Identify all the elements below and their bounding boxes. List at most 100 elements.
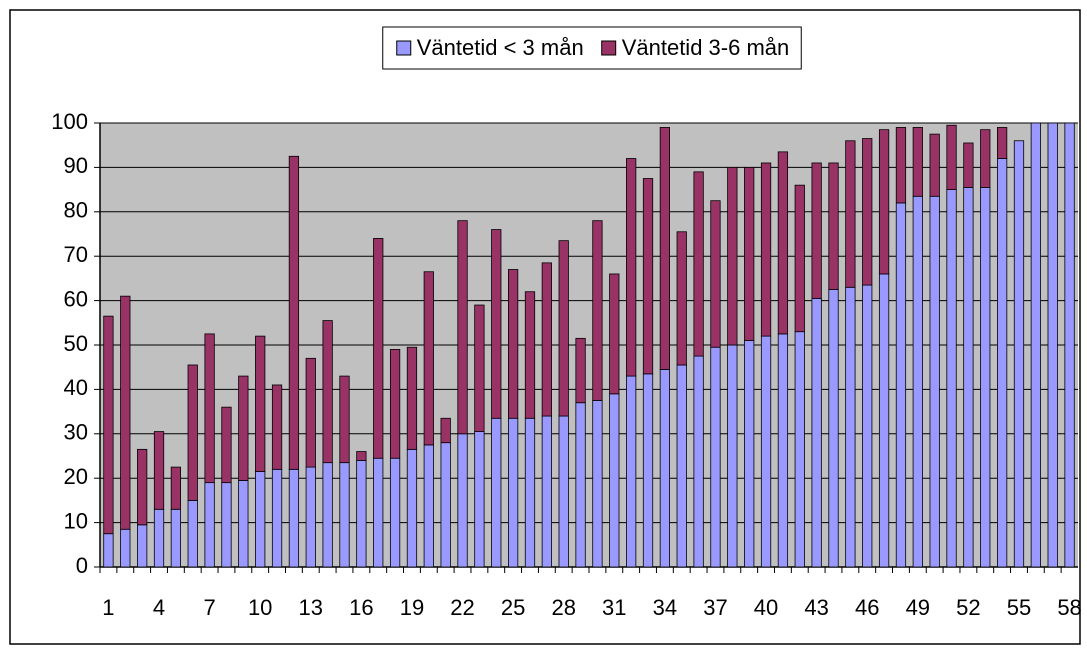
y-tick-label: 60 bbox=[64, 286, 88, 311]
x-tick-label: 49 bbox=[906, 595, 930, 620]
bar-segment bbox=[1064, 122, 1075, 568]
y-tick-label: 30 bbox=[64, 420, 88, 445]
x-tick-label: 40 bbox=[754, 595, 778, 620]
y-tick-label: 0 bbox=[76, 553, 88, 578]
bar-segment bbox=[524, 417, 536, 568]
bar-segment bbox=[255, 335, 266, 472]
bar-segment bbox=[777, 333, 789, 568]
bar-segment bbox=[912, 127, 923, 197]
x-tick-label: 10 bbox=[248, 595, 272, 620]
bar-segment bbox=[339, 462, 350, 568]
bar-segment bbox=[474, 304, 485, 432]
bar-segment bbox=[423, 444, 434, 568]
bar-segment bbox=[575, 402, 586, 568]
bar-segment bbox=[137, 448, 148, 526]
y-tick-label: 20 bbox=[64, 464, 88, 489]
bar-segment bbox=[895, 202, 907, 568]
bar-segment bbox=[710, 200, 721, 348]
bar-segment bbox=[693, 355, 704, 568]
x-tick-label: 37 bbox=[703, 595, 727, 620]
bar-segment bbox=[255, 471, 266, 568]
bar-segment bbox=[642, 178, 654, 375]
bar-segment bbox=[558, 240, 569, 417]
x-tick-label: 31 bbox=[602, 595, 626, 620]
bar-segment bbox=[609, 273, 620, 395]
x-tick-label: 34 bbox=[653, 595, 677, 620]
bar-segment bbox=[963, 186, 974, 568]
bar-segment bbox=[727, 344, 738, 568]
bar-segment bbox=[474, 431, 485, 568]
bar-segment bbox=[1030, 122, 1041, 568]
bar-segment bbox=[862, 138, 873, 286]
bar-segment bbox=[305, 466, 316, 568]
bar-segment bbox=[895, 127, 907, 204]
x-tick-label: 4 bbox=[153, 595, 165, 620]
y-tick-label: 90 bbox=[64, 153, 88, 178]
x-tick-label: 13 bbox=[299, 595, 323, 620]
bar-segment bbox=[507, 269, 519, 419]
bar-segment bbox=[828, 162, 839, 290]
bar-segment bbox=[221, 482, 232, 568]
bar-segment bbox=[103, 533, 114, 568]
bar-segment bbox=[626, 375, 637, 568]
y-tick-label: 80 bbox=[64, 198, 88, 223]
bar-segment bbox=[963, 142, 974, 188]
bar-segment bbox=[271, 468, 283, 568]
bar-segment bbox=[406, 448, 418, 568]
bar-segment bbox=[120, 528, 131, 568]
bar-segment bbox=[929, 195, 940, 568]
bar-segment bbox=[373, 457, 384, 568]
x-tick-label: 28 bbox=[551, 595, 575, 620]
bar-segment bbox=[457, 433, 468, 568]
bar-segment bbox=[322, 320, 333, 464]
y-tick-label: 100 bbox=[51, 109, 88, 134]
bar-segment bbox=[626, 158, 637, 377]
x-tick-label: 19 bbox=[400, 595, 424, 620]
bar-segment bbox=[845, 140, 856, 288]
bar-segment bbox=[710, 346, 721, 568]
bar-segment bbox=[878, 273, 890, 568]
bar-segment bbox=[204, 333, 215, 484]
y-tick-label: 50 bbox=[64, 331, 88, 356]
bar-segment bbox=[440, 442, 451, 568]
bar-segment bbox=[153, 508, 165, 568]
bar-segment bbox=[659, 127, 671, 370]
bar-segment bbox=[929, 133, 940, 197]
y-tick-label: 40 bbox=[64, 375, 88, 400]
bar-segment bbox=[406, 346, 418, 450]
bar-segment bbox=[609, 393, 620, 568]
bar-segment bbox=[912, 195, 923, 568]
legend-swatch bbox=[396, 40, 412, 56]
bar-segment bbox=[187, 364, 198, 501]
bar-segment bbox=[238, 480, 249, 568]
bar-segment bbox=[187, 499, 198, 568]
bar-segment bbox=[507, 417, 519, 568]
legend-label: Väntetid 3-6 mån bbox=[622, 35, 790, 60]
x-tick-label: 46 bbox=[855, 595, 879, 620]
x-tick-label: 1 bbox=[102, 595, 114, 620]
bar-segment bbox=[828, 289, 839, 568]
bar-segment bbox=[389, 349, 401, 459]
bar-segment bbox=[170, 466, 182, 510]
bar-segment bbox=[811, 162, 822, 299]
x-tick-label: 22 bbox=[450, 595, 474, 620]
legend-box bbox=[382, 26, 802, 70]
bar-segment bbox=[389, 457, 401, 568]
x-tick-label: 16 bbox=[349, 595, 373, 620]
y-tick-label: 10 bbox=[64, 508, 88, 533]
bar-segment bbox=[457, 220, 468, 435]
bar-segment bbox=[946, 189, 957, 568]
bar-segment bbox=[592, 400, 603, 568]
bar-segment bbox=[305, 357, 316, 468]
bar-segment bbox=[120, 295, 131, 530]
bar-segment bbox=[541, 262, 552, 417]
bar-segment bbox=[794, 331, 805, 568]
bar-segment bbox=[794, 184, 805, 333]
bar-segment bbox=[440, 417, 451, 444]
bar-segment bbox=[204, 482, 215, 568]
bar-segment bbox=[996, 158, 1008, 568]
bar-segment bbox=[760, 162, 772, 337]
bar-segment bbox=[575, 337, 586, 404]
bar-segment bbox=[170, 508, 182, 568]
